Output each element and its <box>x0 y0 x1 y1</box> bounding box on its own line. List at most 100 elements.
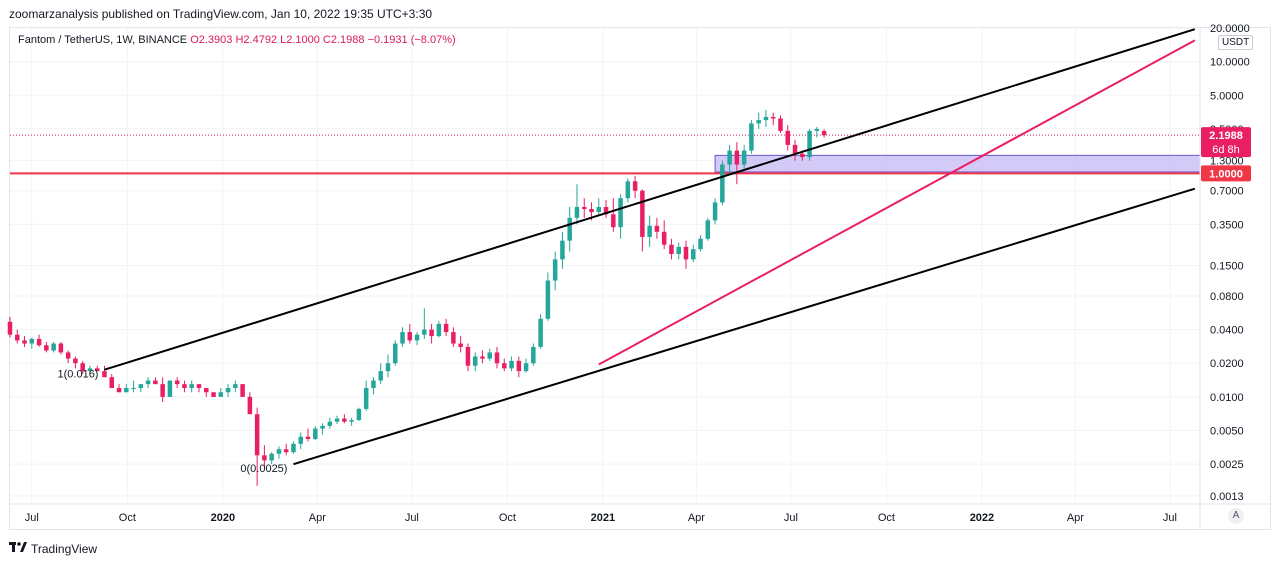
candle-body <box>371 380 376 389</box>
candle-body <box>691 249 696 260</box>
x-tick-label: Apr <box>688 512 705 524</box>
candle <box>596 198 602 216</box>
pivot-label-bottom: 0(0.0025) <box>240 463 287 475</box>
candle-body <box>778 118 783 131</box>
tradingview-logo-icon <box>9 541 27 556</box>
candle-body <box>720 164 725 203</box>
candle-body <box>785 130 791 145</box>
candle <box>567 207 572 252</box>
x-tick-label: Apr <box>1067 512 1084 524</box>
candle-body <box>131 388 136 390</box>
candle <box>770 112 776 126</box>
candle <box>502 358 507 372</box>
channel-lower-line <box>293 187 1196 466</box>
candle-body <box>392 343 398 364</box>
candle-body <box>342 418 347 422</box>
y-tick-label: 10.0000 <box>1210 57 1250 69</box>
candle <box>320 423 325 435</box>
candle-body <box>204 388 209 393</box>
candle <box>283 443 289 456</box>
x-tick-label: Oct <box>878 512 895 524</box>
candle-body <box>145 380 151 385</box>
candle <box>356 407 362 421</box>
candle-body <box>211 392 216 397</box>
candle <box>204 388 209 397</box>
tradingview-logo[interactable]: TradingView <box>9 541 97 556</box>
candle-body <box>618 198 623 228</box>
candle <box>654 217 660 239</box>
candle <box>560 231 565 269</box>
candle-body <box>574 207 580 218</box>
candle-body <box>712 202 718 221</box>
candle <box>189 380 194 393</box>
candle <box>472 352 478 372</box>
candle-body <box>73 358 78 364</box>
countdown-label: 6d 8h <box>1212 144 1240 156</box>
candle <box>443 318 449 337</box>
candle-body <box>581 207 587 210</box>
candle <box>36 334 42 347</box>
candle <box>436 320 442 338</box>
candle <box>233 380 238 393</box>
candle <box>720 160 725 206</box>
candle <box>545 272 551 321</box>
candle-body <box>756 120 761 124</box>
candle-body <box>116 388 122 393</box>
candle <box>160 377 165 402</box>
pink-trendline <box>598 39 1196 366</box>
candle-body <box>225 388 231 393</box>
candle <box>494 346 500 369</box>
candle <box>240 384 245 397</box>
candle-body <box>298 436 304 444</box>
candle-body <box>51 343 56 351</box>
candle-body <box>487 352 492 359</box>
candle-body <box>560 240 565 260</box>
channel-upper-line <box>104 28 1196 371</box>
x-tick-label: Oct <box>499 512 516 524</box>
candle <box>211 392 216 397</box>
candle-body <box>727 150 732 165</box>
x-tick-label: 2022 <box>970 512 994 524</box>
candle-body <box>102 371 107 378</box>
candle <box>552 251 558 291</box>
candle <box>814 127 820 138</box>
candle <box>523 358 529 373</box>
candle <box>414 332 420 346</box>
candle-body <box>283 449 289 453</box>
candle <box>821 129 827 138</box>
candle-body <box>429 329 434 337</box>
candle-body <box>545 280 551 319</box>
candle <box>647 215 652 247</box>
candle-body <box>494 352 500 364</box>
candle-body <box>44 345 49 351</box>
candle-body <box>538 318 543 347</box>
candle <box>749 120 754 154</box>
candle <box>509 356 514 372</box>
pivot-label-top: 1(0.016) <box>58 369 99 381</box>
candle-body <box>356 408 362 421</box>
candle-body <box>80 363 85 372</box>
candle-body <box>233 384 238 389</box>
candle <box>349 417 354 426</box>
candle <box>167 380 173 397</box>
candle-body <box>218 392 224 397</box>
candle <box>698 235 703 252</box>
auto-scale-button[interactable]: A <box>1228 508 1244 524</box>
candle-body <box>36 338 42 346</box>
candle-body <box>407 332 413 341</box>
candle <box>683 240 689 269</box>
candle <box>109 374 115 389</box>
candle <box>196 384 202 393</box>
candle-body <box>363 388 369 409</box>
x-tick-label: Jul <box>1163 512 1177 524</box>
candle <box>603 199 609 218</box>
candle-body <box>414 334 420 341</box>
candle-body <box>770 116 776 119</box>
candle <box>15 329 20 344</box>
candle <box>276 446 282 459</box>
candle-body <box>509 360 514 369</box>
candle <box>429 323 434 344</box>
currency-button[interactable]: USDT <box>1218 35 1254 50</box>
candle-body <box>349 420 354 422</box>
